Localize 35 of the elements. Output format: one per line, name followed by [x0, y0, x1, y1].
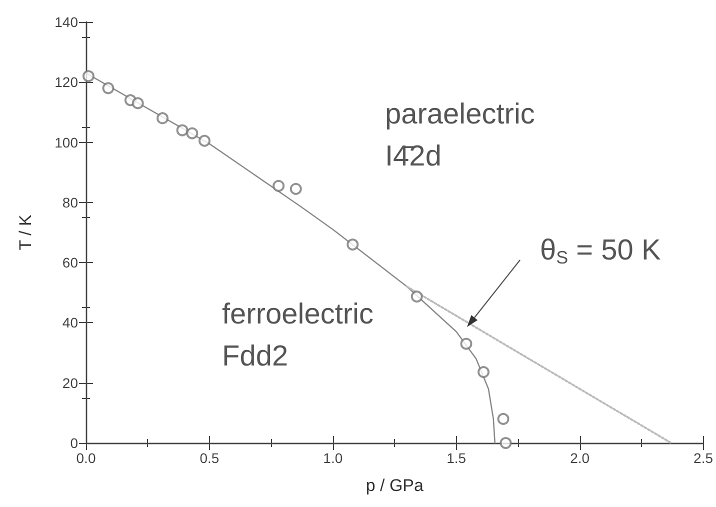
annotation: I4̄2d	[385, 140, 442, 172]
point	[497, 412, 510, 425]
x-tick-label: 2.0	[570, 450, 590, 466]
point	[478, 366, 490, 378]
x-tick-label: 0.0	[76, 450, 96, 466]
point	[198, 134, 211, 147]
y-tick-label: 100	[54, 134, 78, 150]
point	[132, 97, 144, 110]
point	[290, 182, 302, 195]
annotation: ferroelectric	[222, 298, 374, 330]
point	[346, 238, 359, 251]
point	[272, 180, 285, 192]
y-tick-label: 20	[62, 374, 78, 391]
point	[460, 338, 472, 350]
y-tick-label: 40	[62, 314, 78, 331]
point	[500, 437, 512, 449]
x-axis-title: p / GPa	[366, 476, 424, 495]
annotation: paraelectric	[385, 98, 535, 130]
y-axis-title: T / K	[16, 214, 35, 250]
y-tick-label: 60	[62, 254, 78, 271]
y-tick-label: 140	[54, 14, 78, 30]
y-tick-label: 0	[70, 435, 78, 451]
point	[186, 127, 198, 140]
annotation: Fdd2	[222, 340, 288, 372]
x-tick-label: 0.5	[200, 450, 220, 466]
x-tick-label: 1.0	[323, 450, 343, 466]
point	[102, 82, 114, 94]
point	[82, 70, 94, 82]
y-tick-label: 120	[54, 74, 78, 90]
x-tick-label: 2.5	[694, 450, 714, 466]
point	[176, 124, 188, 136]
x-tick-label: 1.5	[446, 450, 466, 466]
point	[156, 112, 169, 124]
y-tick-label: 80	[62, 194, 78, 210]
point	[410, 290, 423, 303]
